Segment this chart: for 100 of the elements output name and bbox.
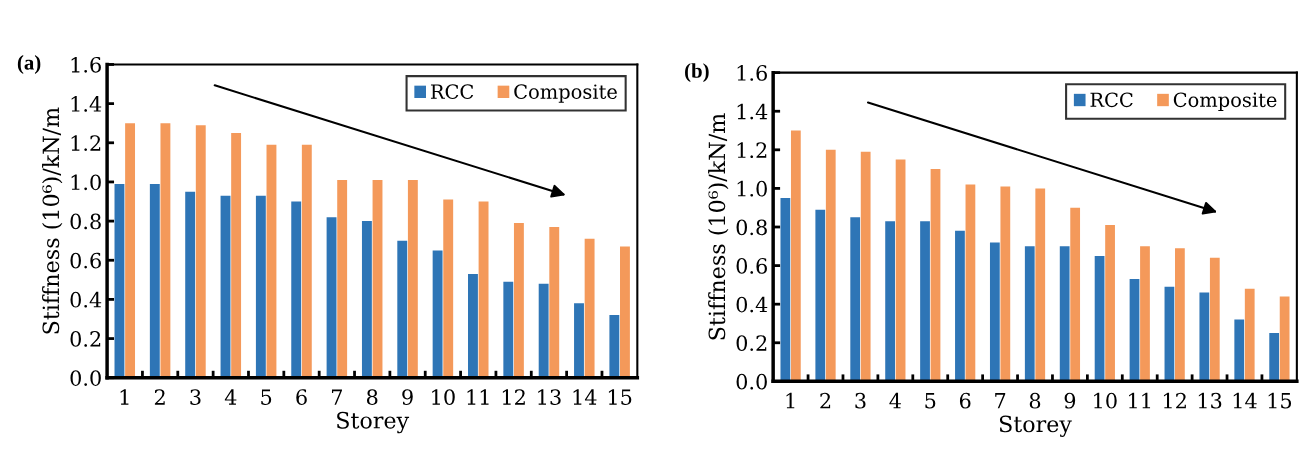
- y-axis-title: Stiffness (10⁶)/kN/m: [708, 113, 729, 340]
- bar: [780, 198, 791, 382]
- bar: [185, 191, 196, 378]
- bar: [361, 221, 372, 378]
- bar: [860, 151, 871, 382]
- bar: [195, 125, 206, 378]
- x-axis-title: Storey: [999, 415, 1072, 437]
- bar: [1164, 286, 1175, 382]
- bar: [609, 315, 620, 378]
- bar: [503, 281, 514, 378]
- y-tick-label: 0.6: [736, 258, 767, 274]
- x-tick-label: 3: [855, 392, 866, 409]
- x-tick-label: 11: [1129, 392, 1151, 409]
- x-axis-title: Storey: [337, 411, 410, 434]
- chart-title: (b): [685, 63, 709, 83]
- bar: [1269, 333, 1280, 382]
- bar: [1279, 296, 1290, 382]
- bar: [815, 209, 826, 382]
- x-tick-label: 1: [786, 392, 795, 409]
- bar: [825, 149, 836, 382]
- x-tick-label: 5: [925, 393, 936, 409]
- bar: [1129, 279, 1140, 382]
- bar: [538, 283, 549, 378]
- bar: [885, 221, 895, 382]
- y-tick-label: 1.2: [737, 142, 767, 159]
- bar: [1000, 186, 1011, 382]
- y-tick-label: 1.2: [71, 135, 101, 151]
- y-tick-label: 0.6: [70, 252, 101, 269]
- y-tick-label: 1.0: [71, 174, 101, 191]
- bar: [1234, 319, 1245, 382]
- y-axis-title: Stiffness (10⁶)/kN/m: [42, 107, 63, 334]
- y-tick-label: 1.4: [71, 96, 102, 112]
- bar: [266, 144, 277, 378]
- bar: [1024, 246, 1035, 382]
- bar: [231, 132, 242, 378]
- bar: [513, 223, 524, 378]
- bar: [1140, 246, 1150, 382]
- legend-label: RCC: [1090, 92, 1133, 108]
- x-tick-label: 10: [1094, 392, 1117, 409]
- x-tick-label: 2: [154, 389, 165, 405]
- bar: [1105, 225, 1115, 382]
- x-tick-label: 4: [889, 392, 901, 409]
- bar: [584, 238, 595, 378]
- x-tick-label: 1: [120, 389, 129, 405]
- x-tick-label: 7: [995, 393, 1006, 409]
- x-tick-label: 11: [467, 389, 489, 405]
- bar: [301, 144, 312, 378]
- y-tick-label: 0.4: [70, 291, 102, 308]
- x-tick-label: 4: [224, 389, 237, 405]
- y-tick-label: 1.0: [737, 180, 767, 197]
- x-tick-label: 13: [538, 389, 561, 405]
- x-tick-label: 15: [608, 389, 632, 405]
- bar: [468, 273, 478, 378]
- bar: [372, 179, 383, 378]
- bar: [1209, 257, 1220, 382]
- bar: [326, 217, 337, 378]
- x-tick-label: 14: [573, 389, 597, 405]
- bar: [1244, 288, 1255, 382]
- x-tick-label: 8: [366, 389, 378, 405]
- bar: [255, 195, 266, 378]
- bar: [397, 240, 408, 378]
- bar: [149, 183, 160, 378]
- bar: [337, 179, 348, 378]
- x-tick-label: 6: [959, 392, 971, 409]
- x-tick-label: 8: [1029, 392, 1041, 409]
- bar: [549, 226, 560, 378]
- bar: [920, 221, 930, 382]
- x-tick-label: 9: [1064, 392, 1076, 409]
- bar: [1059, 246, 1070, 382]
- y-tick-label: 0.8: [736, 219, 767, 236]
- y-tick-label: 0.0: [70, 370, 101, 386]
- bar: [125, 123, 136, 378]
- bar: [432, 250, 443, 378]
- y-tick-label: 0.2: [736, 335, 767, 351]
- y-tick-label: 1.6: [737, 65, 767, 81]
- x-tick-label: 2: [820, 392, 831, 409]
- x-tick-label: 5: [261, 389, 272, 405]
- bar: [989, 242, 1000, 382]
- bar: [790, 130, 801, 382]
- x-tick-label: 6: [296, 389, 307, 405]
- legend-label: Composite: [514, 84, 617, 103]
- bar: [1175, 248, 1185, 382]
- bar: [291, 201, 302, 378]
- bar: [160, 123, 171, 378]
- y-tick-label: 0.2: [70, 331, 101, 347]
- bar: [895, 159, 906, 382]
- bar: [1070, 207, 1081, 382]
- bar: [1199, 292, 1210, 382]
- x-tick-label: 12: [502, 389, 525, 405]
- x-tick-label: 9: [402, 389, 413, 405]
- y-tick-label: 0.8: [70, 213, 101, 230]
- bar: [955, 230, 965, 382]
- bar: [114, 183, 125, 378]
- bar: [930, 169, 941, 382]
- bar: [1094, 255, 1105, 382]
- x-tick-label: 12: [1163, 392, 1186, 409]
- bar: [1035, 188, 1046, 382]
- x-tick-label: 13: [1198, 392, 1222, 409]
- bar: [574, 303, 584, 378]
- legend-label: Composite: [1173, 92, 1277, 111]
